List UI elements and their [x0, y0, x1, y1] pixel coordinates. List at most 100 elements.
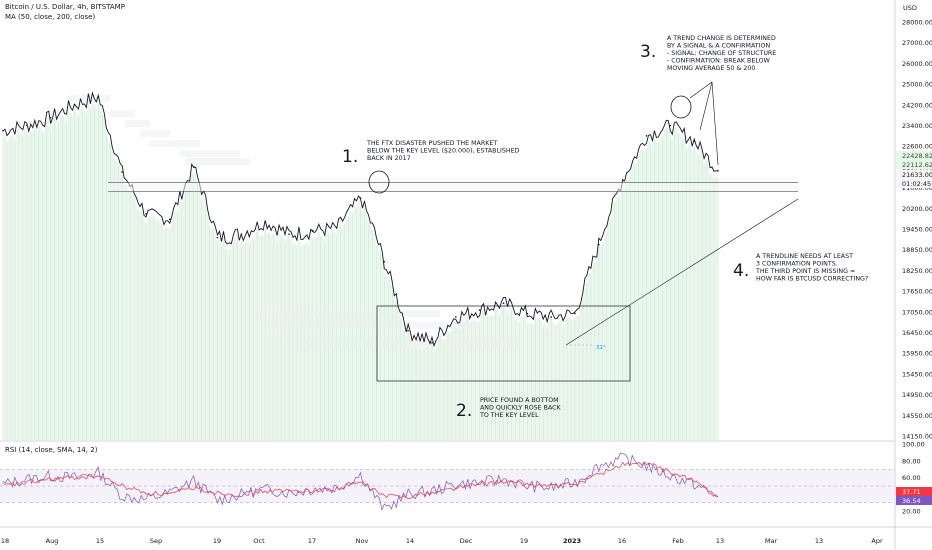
- volume-profile-bar: [285, 340, 520, 347]
- price-point: [49, 116, 52, 119]
- angle-label: 31°: [596, 345, 606, 351]
- price-point: [145, 213, 147, 215]
- price-point: [288, 233, 290, 235]
- time-tick-label: 13: [815, 537, 823, 545]
- volume-profile-bar: [125, 120, 150, 127]
- annotation-text: 3 CONFIRMATION POINTS.: [756, 261, 838, 268]
- annotation-arrow: [711, 81, 719, 166]
- price-point: [431, 342, 433, 344]
- rsi-legend: RSI (14, close, SMA, 14, 2): [5, 446, 98, 454]
- price-point: [2, 129, 4, 132]
- annotation-text: A TRENDLINE NEEDS AT LEAST: [756, 253, 853, 260]
- price-point: [574, 312, 576, 315]
- time-tick-label: Apr: [871, 537, 883, 545]
- volume-profile-bar: [270, 322, 480, 329]
- price-point: [169, 218, 171, 221]
- rsi-line: [2, 452, 718, 512]
- volume-profile-bar: [110, 110, 135, 117]
- price-point: [192, 166, 195, 168]
- time-tick-label: 16: [618, 537, 626, 545]
- rsi-tick-label: 20.00: [902, 508, 921, 516]
- annotations: 1. THE FTX DISASTER PUSHED THE MARKETBELO…: [342, 35, 868, 421]
- price-tick-label: 24200.00: [902, 101, 932, 109]
- time-tick-label: Aug: [46, 537, 59, 545]
- time-tick-label: 17: [308, 537, 316, 545]
- price-label: 21633.00: [902, 171, 932, 179]
- price-point: [478, 309, 481, 311]
- annotation-text: THE THIRD POINT IS MISSING =: [755, 268, 855, 275]
- volume-profile-bar: [140, 130, 170, 137]
- price-tick-label: 20200.00: [902, 205, 932, 213]
- price-label-bg: [896, 151, 932, 160]
- axes: 28000.00 27000.00 26000.00 25000.00 24200.00…: [1, 19, 932, 545]
- rsi-value-label: 37.71: [902, 488, 921, 496]
- price-label: 22112.62: [902, 161, 932, 169]
- price-tick-label: 22600.00: [902, 143, 932, 151]
- volume-profile: [2, 95, 719, 440]
- trendline: [565, 198, 799, 346]
- price-point: [73, 104, 76, 106]
- price-tick-label: 18850.00: [902, 246, 932, 254]
- price-label: 01:02:45: [902, 180, 931, 188]
- price-point: [121, 171, 123, 173]
- price-tick-label: 15950.00: [902, 350, 932, 358]
- price-point: [621, 179, 624, 181]
- volume-profile-bar: [150, 140, 200, 147]
- annotation-text: MOVING AVERAGE 50 & 200: [667, 65, 755, 72]
- price-tick-label: 17050.00: [902, 308, 932, 316]
- price-point: [550, 316, 552, 318]
- price-tick-label: 14150.00: [902, 433, 932, 441]
- annotation-text: PRICE FOUND A BOTTOM: [480, 397, 559, 404]
- time-tick-label: Nov: [356, 537, 369, 545]
- price-label-bg: [896, 170, 932, 179]
- price-label: 22428.82: [902, 152, 932, 160]
- volume-profile-bar: [180, 150, 240, 157]
- price-point: [717, 169, 719, 172]
- top-circle: [670, 95, 692, 119]
- rsi-tick-label: 80.00: [902, 457, 921, 465]
- price-point: [359, 197, 362, 199]
- rsi-value-bg: [896, 496, 932, 505]
- annotation-arrow: [689, 81, 713, 99]
- annotation-text: - SIGNAL: CHANGE OF STRUCTURE: [667, 50, 776, 57]
- annotation-number: 4.: [733, 261, 749, 281]
- price-point: [407, 329, 409, 332]
- rsi-tick-label: 60.00: [902, 474, 921, 482]
- price-point: [455, 316, 457, 318]
- annotation-text: BY A SIGNAL & A CONFIRMATION: [667, 43, 770, 50]
- price-label-bg: [896, 160, 932, 169]
- price-tick-label: 14550.00: [902, 412, 932, 420]
- annotation-number: 1.: [342, 147, 358, 167]
- annotation-text: - CONFIRMATION: BREAK BELOW: [667, 58, 771, 65]
- rsi-value-label: 36.54: [902, 497, 921, 505]
- drawings: 31°: [108, 81, 799, 382]
- time-tick-label: Sep: [150, 537, 162, 545]
- rsi-tick-label: 100.00: [902, 441, 925, 449]
- price-tick-label: 14950.00: [902, 391, 932, 399]
- price-point: [240, 233, 243, 235]
- price-point: [598, 243, 600, 246]
- annotation-text: AND QUICKLY ROSE BACK: [480, 405, 562, 412]
- price-point: [526, 312, 529, 315]
- price-tick-label: 25000.00: [902, 81, 932, 89]
- price-point: [97, 96, 100, 98]
- time-tick-label: 15: [96, 537, 104, 545]
- currency-label: USD: [903, 4, 917, 12]
- time-tick-label: 13: [716, 537, 724, 545]
- annotation-text: BELOW THE KEY LEVEL ($20.000), ESTABLISH…: [367, 148, 520, 155]
- time-tick-label: 19: [213, 537, 221, 545]
- annotation-text: A TREND CHANGE IS DETERMINED: [667, 35, 776, 42]
- price-tick-label: 28000.00: [902, 19, 932, 27]
- price-tick-label: 26000.00: [902, 60, 932, 68]
- time-tick-label: 14: [406, 537, 414, 545]
- ftx-circle: [368, 170, 390, 194]
- rsi-value-bg: [896, 487, 932, 496]
- time-tick-label: 2023: [563, 537, 581, 545]
- time-tick-label: Mar: [765, 537, 778, 545]
- annotation-text: THE FTX DISASTER PUSHED THE MARKET: [366, 140, 497, 147]
- price-series: [2, 91, 719, 348]
- annotation-text: BACK IN 2017: [367, 155, 411, 162]
- price-tick-label: 16450.00: [902, 329, 932, 337]
- price-tick-label: 27000.00: [902, 39, 932, 47]
